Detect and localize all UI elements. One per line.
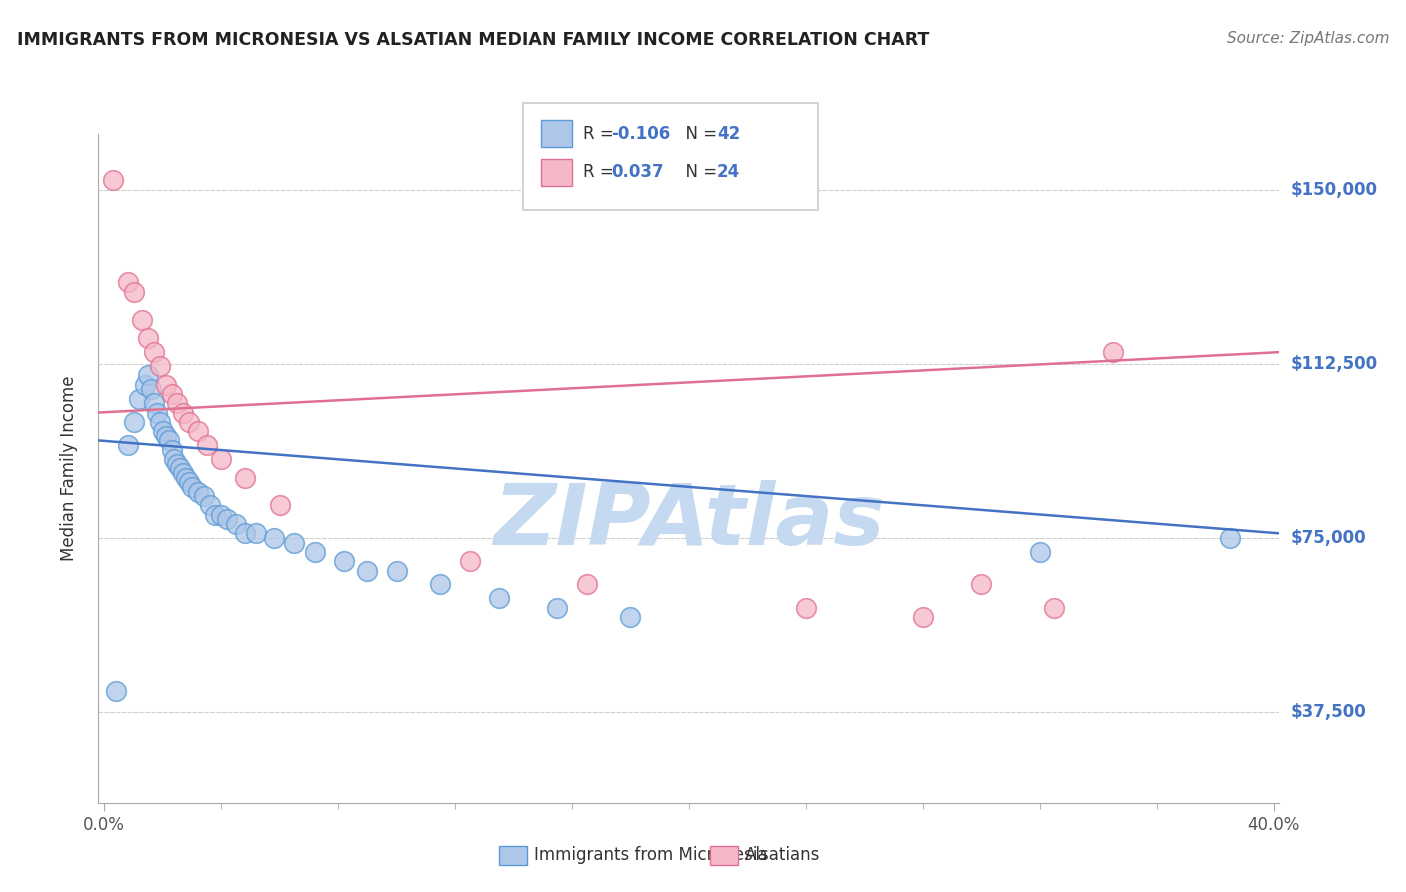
Point — [134, 377, 156, 392]
Text: $150,000: $150,000 — [1291, 180, 1378, 199]
Point — [160, 442, 183, 457]
Point — [209, 508, 232, 522]
Text: R =: R = — [583, 125, 620, 143]
Point — [122, 415, 145, 429]
Point — [263, 531, 285, 545]
Point — [1043, 600, 1066, 615]
Text: Source: ZipAtlas.com: Source: ZipAtlas.com — [1226, 31, 1389, 46]
Point — [970, 577, 993, 591]
Text: ZIPAtlas: ZIPAtlas — [494, 480, 884, 564]
Point — [143, 396, 166, 410]
Y-axis label: Median Family Income: Median Family Income — [59, 376, 77, 561]
Point — [429, 577, 451, 591]
Point — [198, 499, 221, 513]
Point — [233, 470, 256, 484]
Point — [333, 554, 356, 568]
Point — [117, 438, 139, 452]
Text: -0.106: -0.106 — [612, 125, 671, 143]
Point — [245, 526, 267, 541]
Text: $112,500: $112,500 — [1291, 355, 1378, 373]
Point — [146, 406, 169, 420]
Point — [136, 331, 159, 345]
Point — [177, 415, 200, 429]
Point — [149, 359, 172, 373]
Point — [155, 377, 177, 392]
Point — [136, 368, 159, 383]
Point — [104, 684, 127, 698]
Point — [458, 554, 481, 568]
Point — [181, 480, 204, 494]
Point — [174, 470, 197, 484]
Point — [101, 173, 124, 187]
Point — [488, 591, 510, 606]
Point — [187, 424, 209, 438]
Point — [160, 387, 183, 401]
Point — [204, 508, 226, 522]
Point — [166, 457, 188, 471]
Text: Alsatians: Alsatians — [745, 847, 821, 864]
Point — [195, 438, 218, 452]
Point — [233, 526, 256, 541]
Point — [193, 489, 215, 503]
Point — [157, 434, 180, 448]
Text: IMMIGRANTS FROM MICRONESIA VS ALSATIAN MEDIAN FAMILY INCOME CORRELATION CHART: IMMIGRANTS FROM MICRONESIA VS ALSATIAN M… — [17, 31, 929, 49]
Text: 42: 42 — [717, 125, 741, 143]
Point — [117, 276, 139, 290]
Text: $75,000: $75,000 — [1291, 529, 1367, 547]
Point — [1101, 345, 1123, 359]
Text: N =: N = — [675, 125, 723, 143]
Point — [172, 466, 194, 480]
Point — [149, 415, 172, 429]
Point — [1219, 531, 1241, 545]
Point — [575, 577, 598, 591]
Point — [143, 345, 166, 359]
Text: $37,500: $37,500 — [1291, 703, 1367, 722]
Point — [794, 600, 817, 615]
Text: N =: N = — [675, 163, 723, 181]
Point — [215, 512, 238, 526]
Point — [166, 396, 188, 410]
Point — [139, 382, 162, 396]
Point — [356, 564, 378, 578]
Point — [131, 312, 153, 326]
Point — [385, 564, 408, 578]
Text: 24: 24 — [717, 163, 741, 181]
Point — [269, 499, 291, 513]
Point — [155, 429, 177, 443]
Text: 0.037: 0.037 — [612, 163, 664, 181]
Point — [177, 475, 200, 490]
Point — [304, 545, 326, 559]
Point — [546, 600, 568, 615]
Text: R =: R = — [583, 163, 620, 181]
Point — [169, 461, 191, 475]
Text: Immigrants from Micronesia: Immigrants from Micronesia — [534, 847, 768, 864]
Point — [172, 406, 194, 420]
Point — [122, 285, 145, 299]
Point — [1029, 545, 1052, 559]
Point — [225, 517, 247, 532]
Point — [128, 392, 150, 406]
Point — [283, 535, 305, 549]
Point — [163, 452, 186, 467]
Point — [209, 452, 232, 467]
Point — [152, 424, 174, 438]
Point — [619, 610, 641, 624]
Point — [911, 610, 934, 624]
Point — [187, 484, 209, 499]
